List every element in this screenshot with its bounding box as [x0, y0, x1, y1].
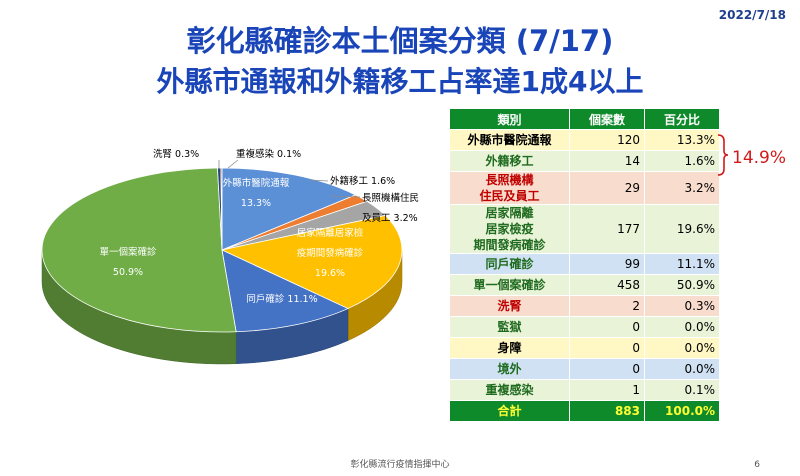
slice-label: 重複感染 0.1%: [236, 148, 301, 160]
row-category: 監獄: [449, 316, 570, 338]
table-row: 境外 0 0.0%: [449, 358, 720, 380]
row-category: 洗腎: [449, 295, 570, 317]
slice-label: 洗腎 0.3%: [153, 148, 199, 160]
row-count: 0: [569, 316, 645, 338]
table-row: 監獄 0 0.0%: [449, 316, 720, 338]
row-category: 單一個案確診: [449, 274, 570, 296]
page-title: 彰化縣確診本土個案分類 (7/17): [186, 24, 614, 58]
row-percent: 0.1%: [644, 379, 720, 401]
page-subtitle: 外縣市通報和外籍移工占率達1成4以上: [156, 65, 644, 98]
total-category: 合計: [449, 400, 570, 422]
total-percent: 100.0%: [644, 400, 720, 422]
pie-slice: [220, 215, 403, 310]
footer-org: 彰化縣流行疫情指揮中心: [350, 460, 450, 470]
table-row: 重複感染 1 0.1%: [449, 379, 720, 401]
pie-slice: [220, 167, 223, 251]
row-category: 長照機構 住民及員工: [449, 171, 570, 205]
combined-percent-label: 14.9%: [732, 148, 787, 168]
row-category: 境外: [449, 358, 570, 380]
row-percent: 0.0%: [644, 358, 720, 380]
row-count: 14: [569, 150, 645, 172]
bracket-icon: [717, 134, 729, 176]
table-row: 居家隔離 居家檢疫 期間發病確診 177 19.6%: [449, 204, 720, 254]
slice-label: 外縣市醫院通報 13.3%: [223, 177, 290, 209]
table-row: 同戶確診 99 11.1%: [449, 253, 720, 275]
pie-slice: [221, 249, 349, 333]
row-category: 居家隔離 居家檢疫 期間發病確診: [449, 204, 570, 254]
row-category: 外縣市醫院通報: [449, 129, 570, 151]
row-count: 29: [569, 171, 645, 205]
row-category: 身障: [449, 337, 570, 359]
row-percent: 13.3%: [644, 129, 720, 151]
leader-line: [309, 179, 329, 182]
leader-line: [227, 159, 239, 169]
row-percent: 11.1%: [644, 253, 720, 275]
table-row: 單一個案確診 458 50.9%: [449, 274, 720, 296]
total-row: 合計 883 100.0%: [449, 400, 720, 422]
row-percent: 0.0%: [644, 316, 720, 338]
table-row: 長照機構 住民及員工 29 3.2%: [449, 171, 720, 205]
row-percent: 0.3%: [644, 295, 720, 317]
header-count: 個案數: [569, 108, 645, 130]
table-row: 身障 0 0.0%: [449, 337, 720, 359]
table-row: 外縣市醫院通報 120 13.3%: [449, 129, 720, 151]
row-percent: 1.6%: [644, 150, 720, 172]
row-count: 0: [569, 358, 645, 380]
row-percent: 3.2%: [644, 171, 720, 205]
leader-line: [329, 195, 361, 198]
total-count: 883: [569, 400, 645, 422]
row-category: 同戶確診: [449, 253, 570, 275]
row-count: 120: [569, 129, 645, 151]
slice-label: 居家隔離居家檢疫期間發病確診 19.6%: [297, 227, 364, 279]
row-category: 重複感染: [449, 379, 570, 401]
header-category: 類別: [449, 108, 570, 130]
row-count: 0: [569, 337, 645, 359]
table-row: 洗腎 2 0.3%: [449, 295, 720, 317]
pie-chart: 外縣市醫院通報 13.3% 外籍移工 1.6% 長照機構住民及員工 3.2%居家隔離居…: [41, 148, 419, 365]
report-date: 2022/7/18: [718, 8, 786, 22]
pie-slice: [41, 167, 237, 333]
row-count: 99: [569, 253, 645, 275]
slice-label: 單一個案確診 50.9%: [99, 246, 157, 278]
pie-slice: [221, 167, 357, 251]
slice-label: 長照機構住民及員工 3.2%: [362, 192, 419, 224]
page-number: 6: [754, 460, 760, 470]
slice-label: 外籍移工 1.6%: [330, 175, 395, 187]
row-count: 177: [569, 204, 645, 254]
row-count: 2: [569, 295, 645, 317]
row-percent: 50.9%: [644, 274, 720, 296]
row-category: 外籍移工: [449, 150, 570, 172]
row-count: 1: [569, 379, 645, 401]
table-header-row: 類別 個案數 百分比: [449, 108, 720, 130]
row-count: 458: [569, 274, 645, 296]
row-percent: 0.0%: [644, 337, 720, 359]
header-percent: 百分比: [644, 108, 720, 130]
slice-label: 同戶確診 11.1%: [246, 293, 317, 305]
row-percent: 19.6%: [644, 204, 720, 254]
table-row: 外籍移工 14 1.6%: [449, 150, 720, 172]
case-table: 類別 個案數 百分比 外縣市醫院通報 120 13.3% 外籍移工 14 1.6% 長照機構…: [449, 108, 720, 422]
